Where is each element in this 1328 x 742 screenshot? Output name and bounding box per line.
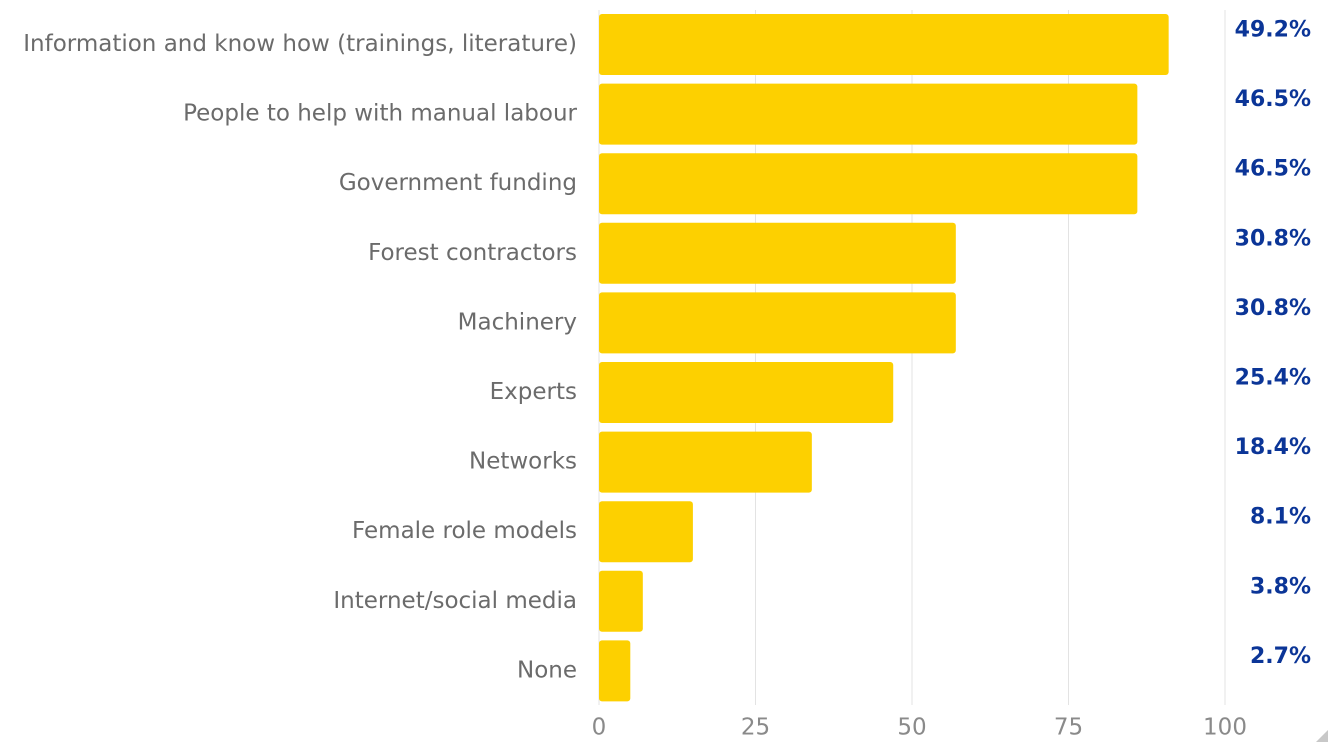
x-tick-label: 0 — [592, 715, 607, 741]
category-label: Forest contractors — [368, 240, 577, 266]
share-label: 8.1% — [1250, 505, 1311, 530]
category-label: Experts — [490, 379, 577, 405]
bar — [599, 14, 1169, 75]
bar — [599, 570, 643, 632]
category-label: None — [517, 657, 577, 683]
resize-handle — [1316, 730, 1328, 742]
category-label: People to help with manual labour — [183, 101, 577, 127]
share-label: 2.7% — [1250, 644, 1311, 669]
x-tick-label: 25 — [741, 715, 770, 741]
x-tick-label: 75 — [1054, 715, 1083, 741]
share-label: 30.8% — [1235, 296, 1311, 321]
bar — [599, 362, 894, 423]
bar — [599, 83, 1138, 145]
share-label: 18.4% — [1235, 435, 1311, 460]
bar — [599, 640, 631, 702]
category-label: Internet/social media — [333, 588, 577, 614]
share-label: 49.2% — [1235, 18, 1311, 43]
category-label: Information and know how (trainings, lit… — [23, 31, 577, 57]
category-label: Female role models — [352, 518, 577, 544]
bar — [599, 501, 693, 563]
category-label: Networks — [469, 449, 577, 475]
x-tick-label: 50 — [897, 715, 926, 741]
share-label: 46.5% — [1235, 87, 1311, 112]
share-label: 25.4% — [1235, 366, 1311, 391]
bar — [599, 222, 956, 284]
category-label: Government funding — [339, 170, 577, 196]
x-tick-label: 100 — [1203, 715, 1247, 741]
share-label: 3.8% — [1250, 574, 1311, 599]
category-label: Machinery — [458, 309, 577, 335]
bar — [599, 153, 1138, 215]
bar — [599, 431, 812, 493]
bar — [599, 292, 956, 354]
share-label: 46.5% — [1235, 157, 1311, 182]
share-label: 30.8% — [1235, 226, 1311, 251]
